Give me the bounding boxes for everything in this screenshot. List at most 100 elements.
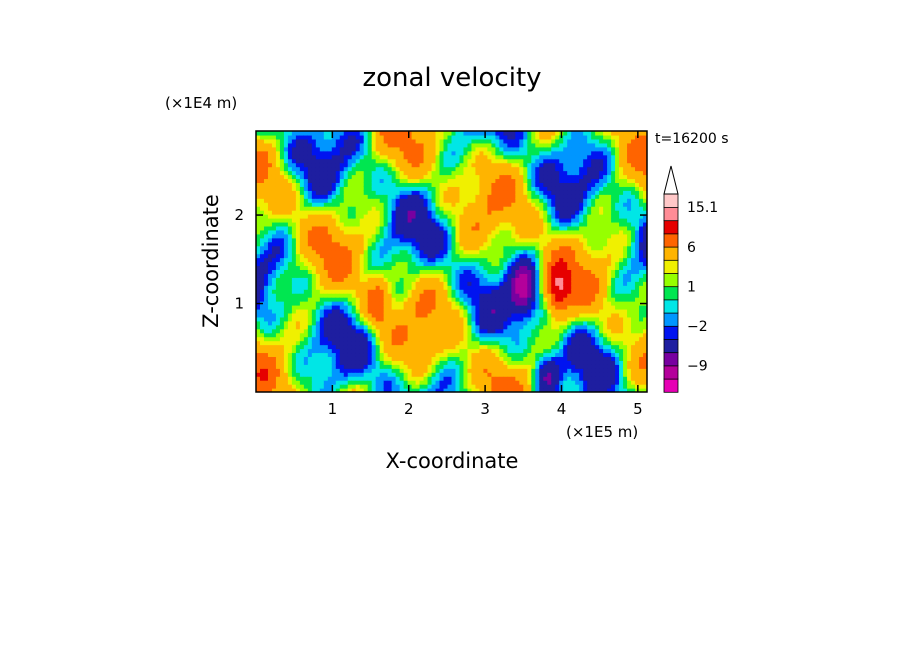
field-cell [419, 312, 425, 318]
field-cell [271, 190, 277, 195]
field-cell [323, 316, 329, 322]
field-cell [467, 210, 473, 215]
field-cell [531, 348, 536, 354]
field-cell [483, 178, 489, 183]
field-cell [511, 364, 516, 369]
field-cell [267, 320, 273, 326]
field-cell [307, 273, 313, 278]
field-cell [539, 134, 544, 140]
field-cell [347, 158, 353, 164]
field-cell [379, 289, 385, 294]
field-cell [547, 150, 552, 156]
field-cell [263, 158, 269, 164]
field-cell [431, 297, 437, 302]
field-cell [483, 150, 489, 156]
field-cell [431, 190, 437, 195]
field-cell [455, 210, 461, 215]
field-cell [387, 336, 393, 342]
field-cell [327, 316, 333, 322]
field-cell [491, 186, 496, 191]
field-cell [339, 206, 345, 211]
field-cell [551, 277, 556, 282]
field-cell [391, 210, 397, 215]
field-cell [379, 308, 385, 314]
field-cell [263, 376, 269, 381]
field-cell [539, 320, 544, 326]
field-cell [531, 265, 536, 270]
field-cell [503, 308, 508, 314]
field-cell [263, 380, 269, 385]
field-cell [459, 150, 465, 156]
field-cell [463, 281, 469, 286]
field-cell [483, 206, 489, 211]
field-cell [315, 285, 321, 290]
field-cell [343, 174, 349, 180]
field-cell [335, 376, 341, 381]
field-cell [495, 174, 500, 180]
field-cell [351, 154, 357, 160]
field-cell [363, 162, 369, 168]
field-cell [367, 158, 373, 164]
field-cell [367, 308, 373, 314]
field-cell [507, 324, 512, 330]
field-cell [275, 225, 281, 231]
field-cell [367, 344, 373, 350]
field-cell [279, 142, 285, 148]
field-cell [515, 265, 520, 270]
field-cell [431, 348, 437, 354]
field-cell [287, 166, 293, 172]
field-cell [407, 281, 413, 286]
field-cell [491, 134, 496, 140]
velocity-field [256, 131, 647, 392]
field-cell [523, 245, 528, 251]
field-cell [387, 178, 393, 183]
field-cell [511, 380, 516, 385]
field-cell [467, 162, 473, 168]
field-cell [483, 324, 489, 330]
field-cell [423, 336, 429, 342]
field-cell [459, 312, 465, 318]
field-cell [455, 178, 461, 183]
field-cell [415, 178, 421, 183]
field-cell [547, 356, 552, 361]
field-cell [283, 372, 289, 377]
field-cell [291, 380, 297, 385]
field-cell [423, 352, 429, 357]
field-cell [327, 305, 333, 310]
field-cell [523, 210, 528, 215]
field-cell [295, 289, 301, 294]
field-cell [331, 277, 337, 282]
field-cell [519, 257, 524, 263]
field-cell [367, 229, 373, 235]
field-cell [335, 324, 341, 330]
field-cell [551, 324, 556, 330]
field-cell [503, 138, 508, 144]
field-cell [295, 316, 301, 322]
field-cell [291, 360, 297, 365]
field-cell [383, 221, 389, 227]
field-cell [279, 198, 285, 203]
field-cell [387, 324, 393, 330]
field-cell [491, 206, 496, 211]
field-cell [363, 297, 369, 302]
field-cell [539, 237, 544, 243]
field-cell [475, 305, 481, 310]
field-cell [531, 131, 536, 136]
field-cell [407, 186, 413, 191]
field-cell [291, 352, 297, 357]
field-cell [379, 178, 385, 183]
field-cell [271, 352, 277, 357]
field-cell [379, 305, 385, 310]
field-cell [503, 198, 508, 203]
field-cell [535, 372, 540, 377]
field-cell [399, 364, 405, 369]
field-cell [319, 154, 325, 160]
field-cell [427, 202, 433, 207]
field-cell [479, 194, 485, 199]
field-cell [399, 142, 405, 148]
field-cell [256, 257, 261, 263]
field-cell [351, 178, 357, 183]
field-cell [503, 154, 508, 160]
field-cell [335, 360, 341, 365]
field-cell [291, 174, 297, 180]
